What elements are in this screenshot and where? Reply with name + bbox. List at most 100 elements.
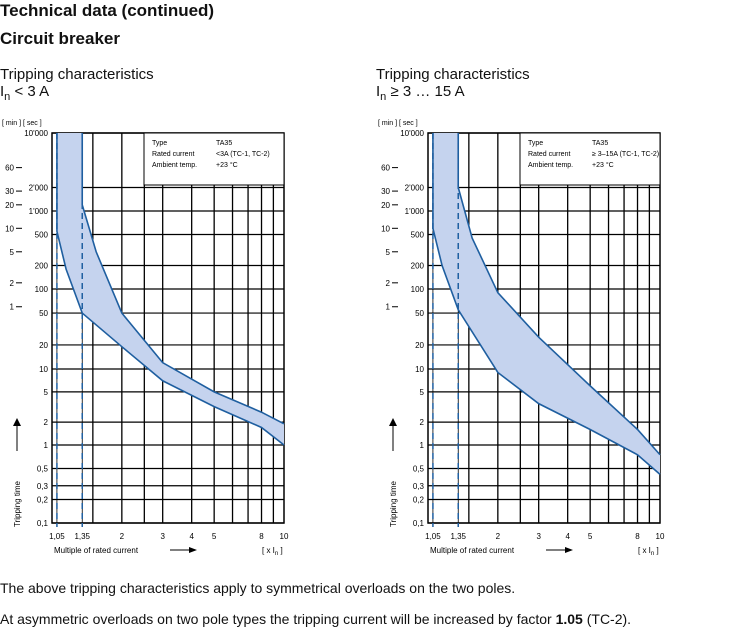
axis-units: [ min ] [ sec ] [378, 120, 418, 127]
x-tick-label: 1,05 [49, 532, 65, 541]
info-label: Rated current [528, 151, 570, 158]
page-heading: Technical data (continued) [0, 1, 215, 20]
x-tick-label: 8 [635, 532, 640, 541]
min-tick-label: 10 [381, 224, 390, 233]
y-tick-label: 1 [44, 441, 49, 450]
tripping-chart-left: Type TA35 Rated current <3A (TC-1, TC-2) Amb… [2, 120, 289, 557]
y-tick-label: 2 [44, 418, 49, 427]
info-label: Type [528, 140, 543, 147]
axis-units: [ min ] [ sec ] [2, 120, 42, 127]
y-tick-label: 0,1 [37, 519, 49, 528]
y-axis-label: Tripping time [13, 481, 22, 527]
info-value: ≥ 3–15A (TC-1, TC-2) [592, 151, 659, 158]
band-lower-curve [432, 133, 661, 475]
y-tick-label: 0,5 [413, 464, 425, 473]
x-tick-label: 3 [536, 532, 541, 541]
y-tick-label: 1'000 [405, 207, 425, 216]
y-tick-label: 20 [39, 341, 48, 350]
min-tick-label: 30 [381, 187, 390, 196]
x-tick-label: 2 [496, 532, 501, 541]
y-tick-label: 0,2 [413, 496, 425, 505]
info-label: Ambient temp. [152, 162, 197, 169]
info-box [143, 132, 285, 186]
info-label: Type [152, 140, 167, 147]
title-symbol: I [376, 83, 381, 100]
info-value: TA35 [592, 140, 608, 147]
info-value: <3A (TC-1, TC-2) [216, 151, 270, 158]
y-tick-label: 0,1 [413, 519, 425, 528]
min-tick-label: 30 [5, 187, 14, 196]
y-tick-label: 10 [39, 365, 48, 374]
y-tick-label: 0,2 [37, 496, 49, 505]
y-arrow-head [389, 418, 397, 426]
tripping-band [56, 133, 284, 445]
y-tick-label: 0,5 [37, 464, 49, 473]
plot-frame [51, 132, 285, 524]
x-unit-label: [ x In ] [262, 546, 283, 557]
y-tick-label: 2'000 [405, 184, 425, 193]
y-tick-label: 2'000 [29, 184, 49, 193]
info-box [519, 132, 661, 186]
y-tick-label: 0,3 [37, 482, 49, 491]
x-unit-label: [ x In ] [638, 546, 659, 557]
footer-note-1: The above tripping characteristics apply… [0, 580, 516, 596]
x-tick-label: 5 [588, 532, 593, 541]
title-range: ≥ 3 … 15 A [386, 83, 465, 100]
chart-title-right: Tripping characteristics In ≥ 3 … 15 A [376, 66, 530, 106]
x-tick-label: 1,35 [74, 532, 90, 541]
info-label: Ambient temp. [528, 162, 573, 169]
x-tick-label: 4 [565, 532, 570, 541]
min-tick-label: 60 [5, 164, 14, 173]
y-tick-label: 100 [35, 285, 49, 294]
y-tick-label: 2 [420, 418, 425, 427]
min-tick-label: 1 [10, 303, 15, 312]
title-symbol: I [0, 83, 5, 100]
info-value: +23 °C [216, 161, 238, 169]
y-tick-label: 200 [35, 262, 49, 271]
title-subscript: n [4, 91, 11, 103]
x-axis-label: Multiple of rated current [430, 546, 515, 555]
y-tick-label: 1'000 [29, 207, 49, 216]
min-tick-label: 10 [5, 224, 14, 233]
x-tick-label: 5 [212, 532, 217, 541]
x-tick-label: 1,35 [450, 532, 466, 541]
y-tick-label: 500 [411, 230, 425, 239]
y-tick-label: 5 [420, 388, 425, 397]
y-axis-label: Tripping time [389, 481, 398, 527]
min-tick-label: 1 [386, 303, 391, 312]
footer-text: At asymmetric overloads on two pole type… [0, 611, 556, 627]
min-tick-label: 5 [386, 248, 391, 257]
footer-text-end: (TC-2). [582, 611, 632, 627]
x-arrow-head [565, 547, 573, 553]
y-tick-label: 20 [415, 341, 424, 350]
y-arrow-head [13, 418, 21, 426]
y-tick-label: 100 [411, 285, 425, 294]
info-value: TA35 [216, 140, 232, 147]
band-upper-curve [457, 133, 661, 456]
y-tick-label: 50 [39, 309, 48, 318]
min-tick-label: 2 [386, 279, 391, 288]
y-tick-label: 5 [44, 388, 49, 397]
info-label: Rated current [152, 151, 194, 158]
chart-title-main: Tripping characteristics [0, 66, 154, 83]
band-lower-curve [56, 133, 285, 446]
x-tick-label: 2 [120, 532, 125, 541]
x-axis-label: Multiple of rated current [54, 546, 139, 555]
band-upper-curve [81, 133, 285, 425]
page-subheading: Circuit breaker [0, 29, 120, 48]
tripping-chart-right: Type TA35 Rated current ≥ 3–15A (TC-1, TC-2… [378, 120, 665, 557]
x-tick-label: 10 [280, 532, 289, 541]
min-tick-label: 20 [381, 201, 390, 210]
y-tick-label: 10'000 [400, 129, 424, 138]
y-tick-label: 50 [415, 309, 424, 318]
x-tick-label: 8 [259, 532, 264, 541]
y-tick-label: 0,3 [413, 482, 425, 491]
x-tick-label: 4 [189, 532, 194, 541]
y-tick-label: 200 [411, 262, 425, 271]
min-tick-label: 60 [381, 164, 390, 173]
chart-title-left: Tripping characteristics In < 3 A [0, 66, 154, 106]
title-range: < 3 A [10, 83, 50, 100]
y-tick-label: 1 [420, 441, 425, 450]
plot-frame [427, 132, 661, 524]
y-tick-label: 10 [415, 365, 424, 374]
